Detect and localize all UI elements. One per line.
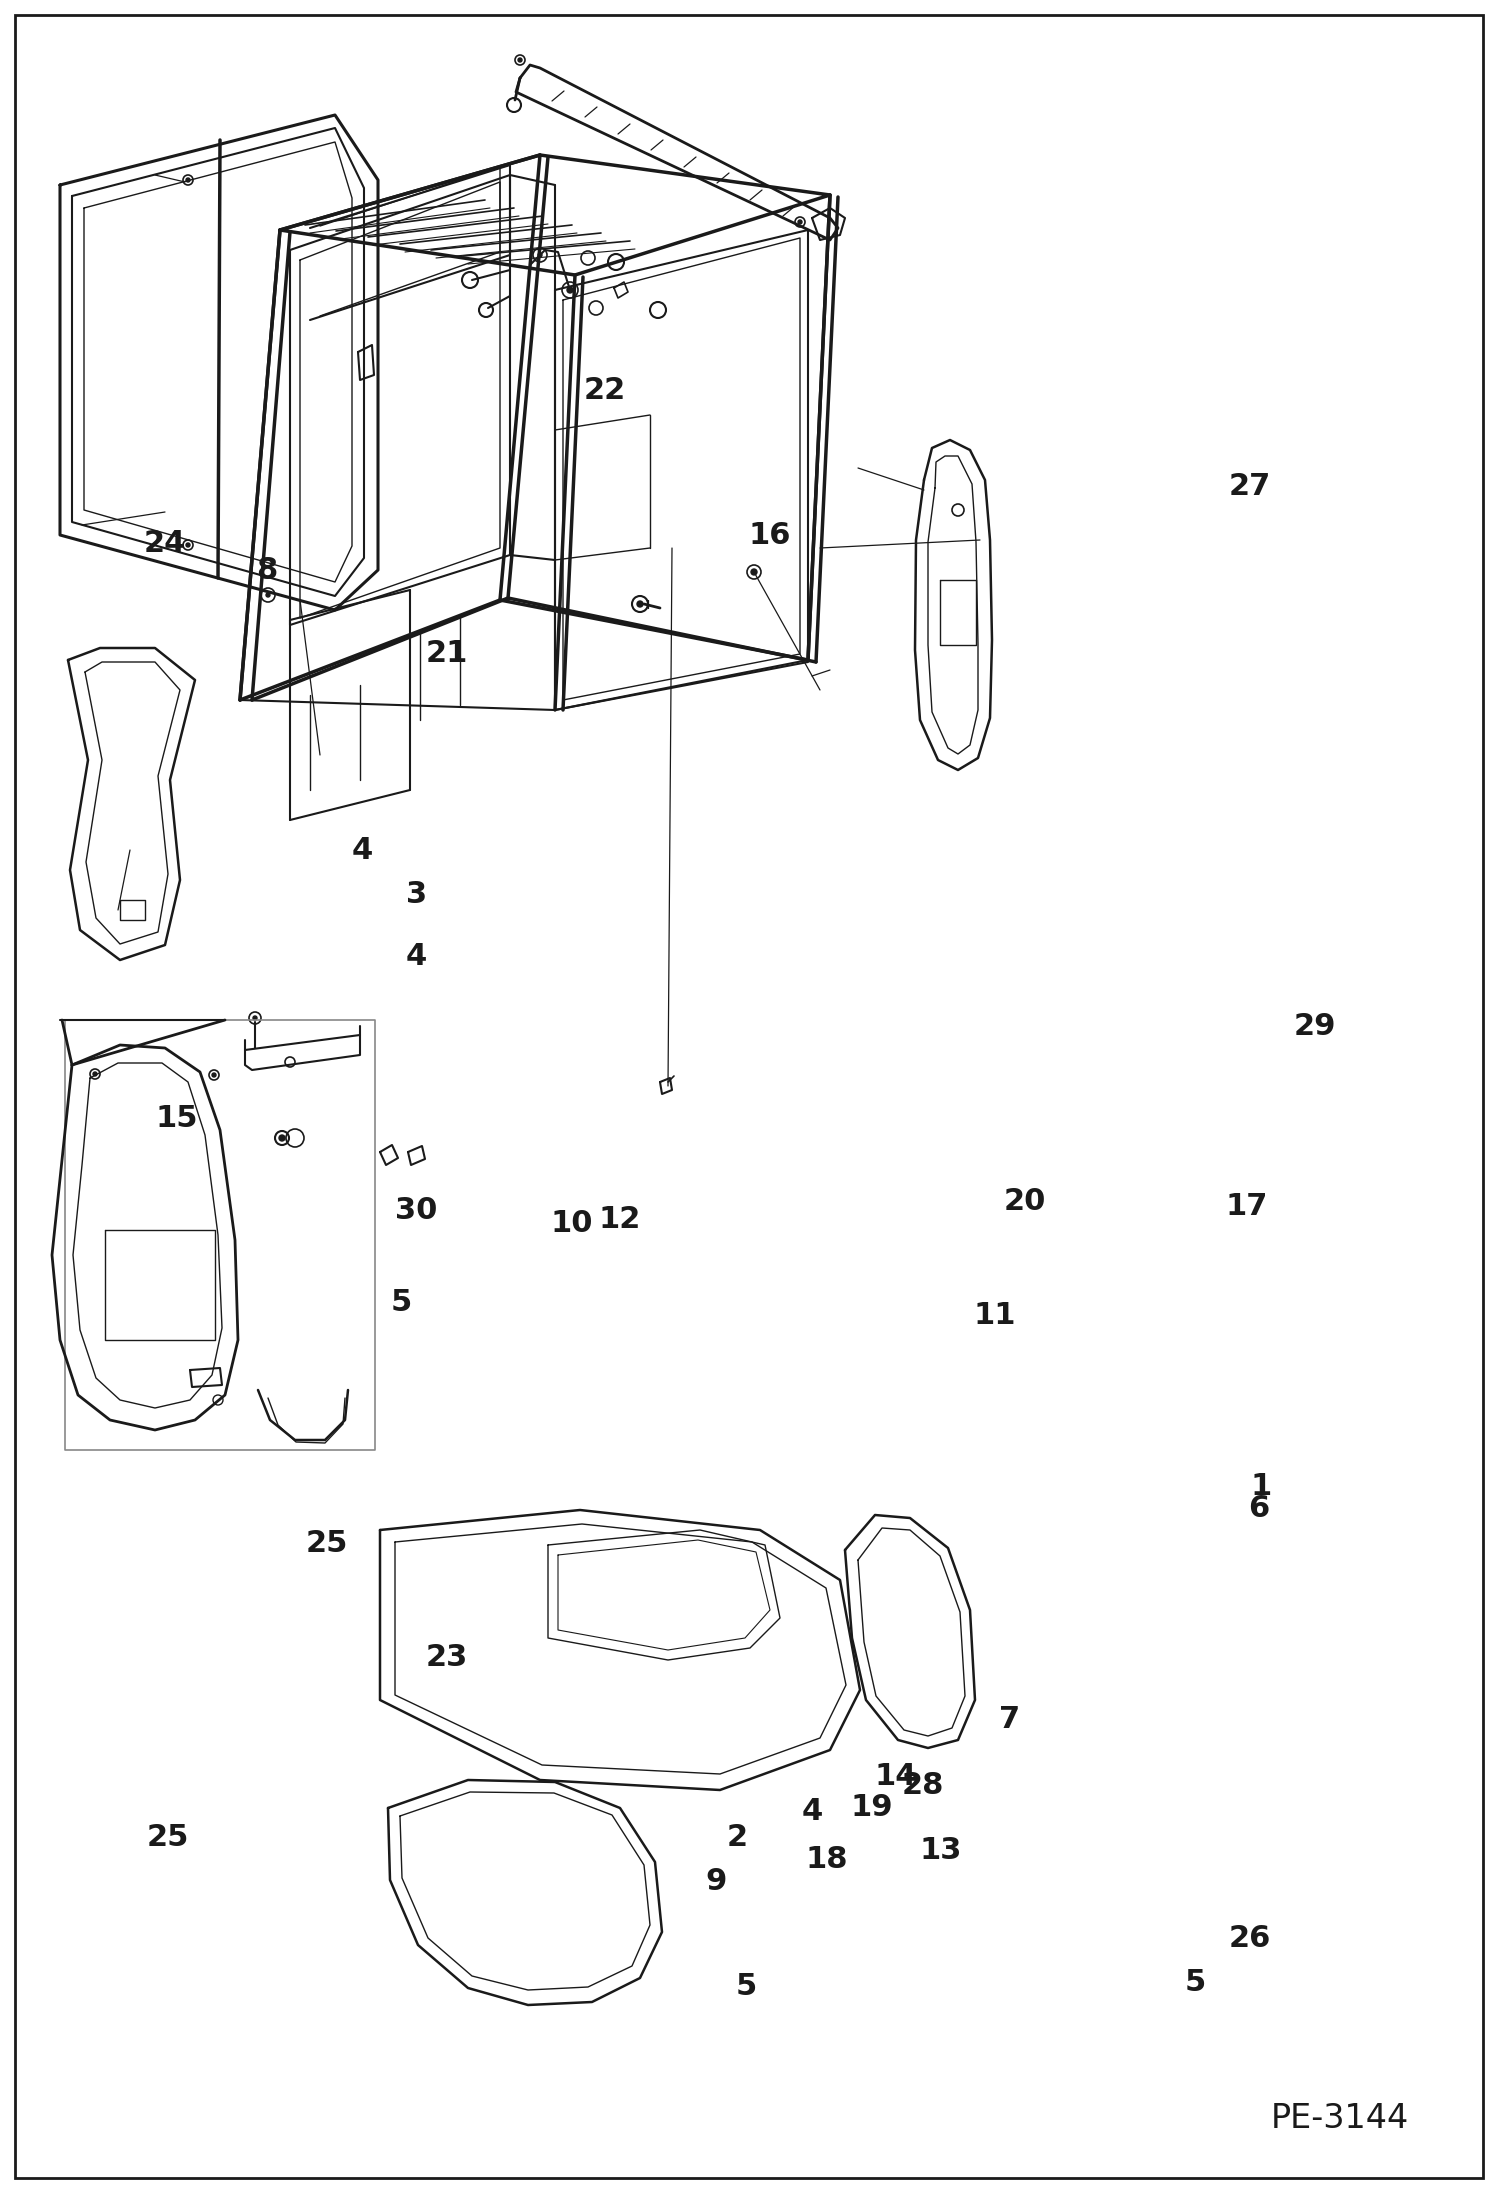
Circle shape	[750, 568, 756, 575]
Circle shape	[798, 219, 801, 224]
Text: 22: 22	[584, 375, 626, 406]
Circle shape	[637, 601, 643, 607]
Text: 18: 18	[806, 1844, 848, 1875]
Circle shape	[518, 57, 521, 61]
Text: 11: 11	[974, 1300, 1016, 1331]
Text: 4: 4	[352, 836, 373, 866]
Text: 24: 24	[144, 529, 186, 559]
Text: PE-3144: PE-3144	[1270, 2101, 1410, 2134]
Text: 1: 1	[1251, 1472, 1272, 1502]
Text: 4: 4	[801, 1796, 822, 1827]
Circle shape	[279, 1136, 285, 1140]
Circle shape	[538, 252, 542, 257]
Text: 26: 26	[1228, 1923, 1270, 1954]
Circle shape	[568, 287, 574, 294]
Text: 19: 19	[851, 1792, 893, 1822]
Text: 3: 3	[406, 879, 427, 910]
Text: 20: 20	[1004, 1186, 1046, 1217]
Circle shape	[213, 1072, 216, 1077]
Circle shape	[267, 592, 270, 596]
Text: 9: 9	[706, 1866, 727, 1897]
Text: 2: 2	[727, 1822, 748, 1853]
Text: 17: 17	[1225, 1191, 1267, 1222]
Circle shape	[186, 544, 190, 546]
Text: 16: 16	[749, 520, 791, 550]
Text: 14: 14	[875, 1761, 917, 1792]
Circle shape	[93, 1072, 97, 1077]
Text: 4: 4	[406, 941, 427, 971]
Text: 25: 25	[147, 1822, 189, 1853]
Text: 15: 15	[156, 1103, 198, 1134]
Text: 5: 5	[1185, 1967, 1206, 1998]
Text: 12: 12	[599, 1204, 641, 1235]
Text: 5: 5	[391, 1287, 412, 1318]
Circle shape	[186, 178, 190, 182]
Text: 30: 30	[395, 1195, 437, 1226]
Text: 10: 10	[551, 1208, 593, 1239]
Text: 8: 8	[256, 555, 277, 586]
Text: 23: 23	[425, 1643, 467, 1673]
Text: 21: 21	[425, 638, 467, 669]
Text: 27: 27	[1228, 471, 1270, 502]
Text: 7: 7	[999, 1704, 1020, 1735]
Text: 13: 13	[920, 1836, 962, 1866]
Text: 5: 5	[736, 1972, 756, 2002]
Text: 28: 28	[902, 1770, 944, 1800]
Text: 25: 25	[306, 1529, 348, 1559]
Text: 29: 29	[1294, 1011, 1336, 1042]
Text: 6: 6	[1248, 1493, 1269, 1524]
Circle shape	[253, 1015, 258, 1020]
